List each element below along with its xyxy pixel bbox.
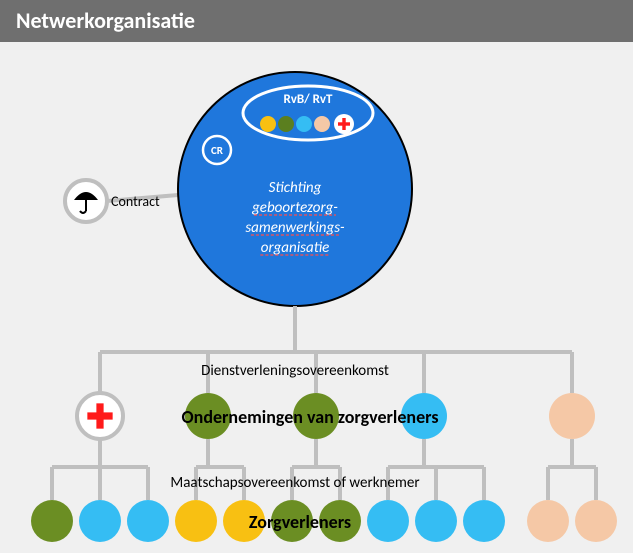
- provider-node: [527, 500, 569, 542]
- svg-text:organisatie: organisatie: [261, 239, 330, 257]
- svg-text:Stichting: Stichting: [269, 179, 322, 197]
- provider-node: [463, 500, 505, 542]
- svg-text:CR: CR: [211, 144, 224, 157]
- svg-text:Maatschapsovereenkomst of werk: Maatschapsovereenkomst of werknemer: [170, 474, 419, 492]
- rvb-dot: [314, 116, 330, 132]
- provider-node: [575, 500, 617, 542]
- svg-text:Ondernemingen van zorgverlener: Ondernemingen van zorgverleners: [181, 406, 438, 428]
- rvb-dot: [296, 116, 312, 132]
- diagram-canvas: Netwerkorganisatie Contract RvB/ RvT CR Stic…: [0, 0, 633, 548]
- provider-node: [79, 500, 121, 542]
- svg-text:geboortezorg-: geboortezorg-: [251, 199, 338, 217]
- contract-label: Contract: [111, 193, 160, 210]
- svg-text:samenwerkings-: samenwerkings-: [245, 219, 345, 237]
- svg-text:Zorgverleners: Zorgverleners: [249, 511, 351, 533]
- rvb-dot: [278, 116, 294, 132]
- svg-text:RvB/ RvT: RvB/ RvT: [284, 92, 334, 107]
- provider-node: [367, 500, 409, 542]
- provider-node: [175, 500, 217, 542]
- provider-node: [415, 500, 457, 542]
- rvb-dot: [260, 116, 276, 132]
- provider-node: [31, 500, 73, 542]
- header-title: Netwerkorganisatie: [16, 7, 195, 34]
- enterprise-node: [549, 393, 595, 439]
- provider-node: [127, 500, 169, 542]
- svg-text:Dienstverleningsovereenkomst: Dienstverleningsovereenkomst: [201, 362, 389, 380]
